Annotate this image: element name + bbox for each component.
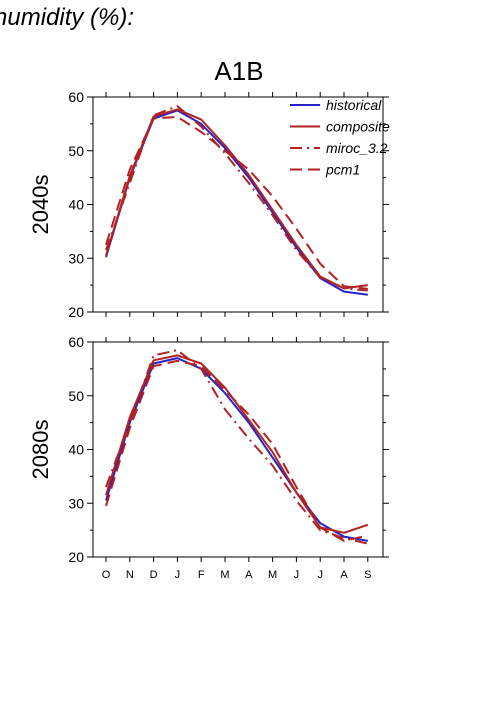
y-tick-label: 50 <box>68 388 84 404</box>
y-tick-label: 20 <box>68 304 84 320</box>
y-axis-label: 2080s <box>28 420 53 480</box>
x-tick-label: F <box>198 569 205 581</box>
y-tick-label: 40 <box>68 197 84 213</box>
y-tick-label: 40 <box>68 442 84 458</box>
chart-title: A1B <box>214 56 264 86</box>
x-tick-label: J <box>317 569 323 581</box>
x-tick-label: M <box>268 569 277 581</box>
x-tick-label: S <box>364 569 371 581</box>
x-tick-label: M <box>220 569 229 581</box>
series-line-miroc-3-2 <box>105 349 369 545</box>
y-tick-label: 50 <box>68 143 84 159</box>
page-heading: humidity (%): <box>0 4 135 31</box>
legend-label: historical <box>326 97 382 113</box>
legend-label: pcm1 <box>325 162 360 178</box>
y-tick-label: 30 <box>68 495 84 511</box>
series-line-historical <box>105 357 368 542</box>
y-axis-label: 2040s <box>28 175 53 235</box>
legend-label: miroc_3.2 <box>326 140 388 156</box>
x-tick-label: A <box>340 569 348 581</box>
x-tick-label: J <box>175 569 181 581</box>
plot-frame <box>92 341 384 558</box>
series-line-pcm1 <box>105 115 368 290</box>
x-tick-label: N <box>126 569 134 581</box>
y-tick-label: 60 <box>68 89 84 105</box>
x-tick-label: O <box>102 569 111 581</box>
y-tick-label: 20 <box>68 549 84 565</box>
y-tick-label: 30 <box>68 250 84 266</box>
series-line-composite <box>105 354 369 534</box>
x-tick-label: J <box>294 569 300 581</box>
y-tick-label: 60 <box>68 334 84 350</box>
x-tick-label: A <box>245 569 253 581</box>
legend-label: composite <box>326 119 390 135</box>
series-line-pcm1 <box>105 359 369 542</box>
x-tick-label: D <box>150 569 158 581</box>
